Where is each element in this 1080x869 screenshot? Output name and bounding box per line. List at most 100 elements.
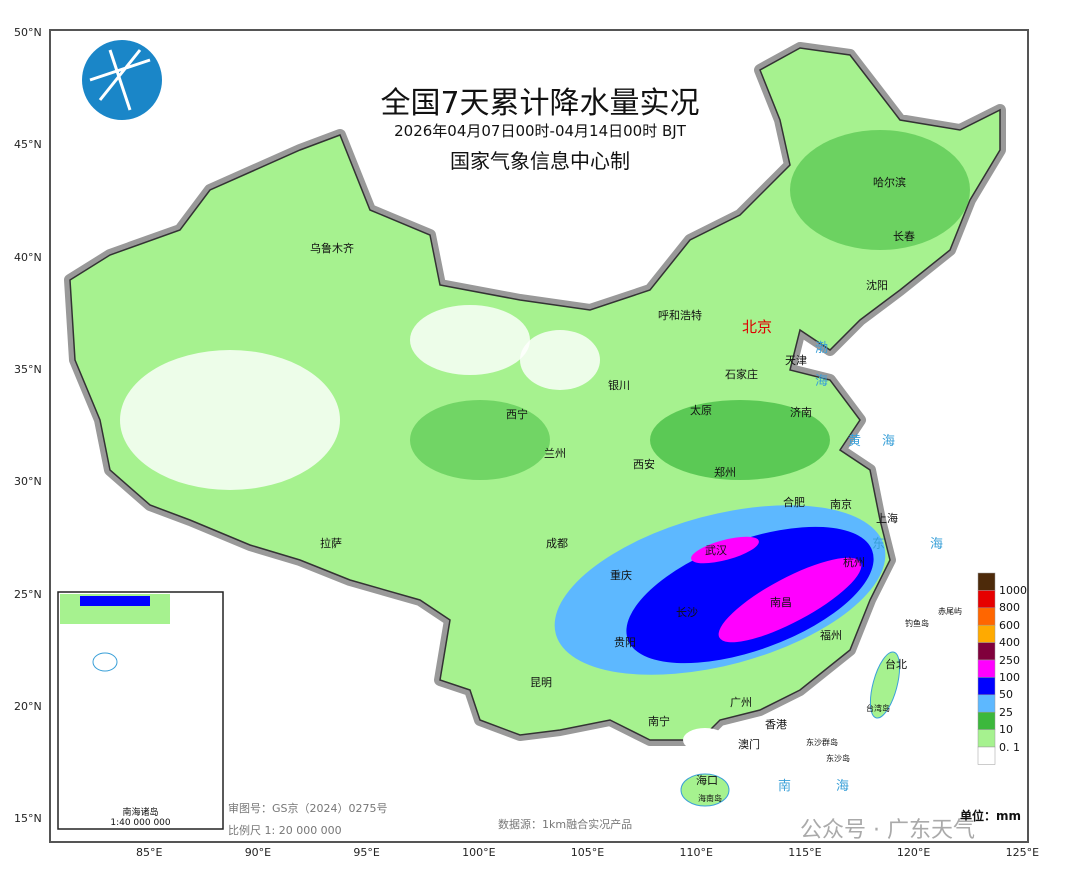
island-label: 台湾岛 bbox=[866, 704, 890, 713]
city-label: 合肥 bbox=[783, 496, 805, 509]
city-label: 乌鲁木齐 bbox=[310, 242, 354, 255]
city-label: 海口 bbox=[696, 774, 718, 787]
lon-tick-label: 90°E bbox=[244, 846, 272, 859]
lon-tick-label: 95°E bbox=[353, 846, 380, 859]
island-label: 东沙群岛 bbox=[806, 738, 838, 747]
city-label: 成都 bbox=[546, 537, 568, 550]
city-label: 重庆 bbox=[610, 569, 632, 582]
lon-tick-label: 100°E bbox=[462, 846, 496, 859]
city-label: 武汉 bbox=[705, 544, 727, 557]
lon-tick-label: 85°E bbox=[136, 846, 163, 859]
city-label: 济南 bbox=[790, 406, 812, 419]
lat-tick-label: 40°N bbox=[14, 250, 42, 264]
lon-tick-label: 110°E bbox=[679, 846, 713, 859]
sea-label: 海 bbox=[815, 374, 829, 389]
legend-label: 10 bbox=[999, 723, 1013, 737]
legend-label: 100 bbox=[999, 671, 1020, 684]
city-label: 福州 bbox=[820, 629, 842, 642]
map-title: 全国7天累计降水量实况 bbox=[380, 86, 700, 121]
sea-label: 海 bbox=[930, 537, 944, 552]
lon-tick-label: 120°E bbox=[896, 846, 931, 859]
watermark: 公众号 · 广东天气 bbox=[800, 818, 975, 843]
approval-number: 审图号：GS京（2024）0275号 bbox=[228, 802, 388, 815]
city-label: 银川 bbox=[608, 379, 630, 392]
city-label: 长春 bbox=[893, 230, 915, 243]
lat-tick-label: 25°N bbox=[14, 587, 42, 601]
sea-label: 海 bbox=[882, 434, 896, 449]
lon-tick-label: 125°E bbox=[1005, 846, 1040, 859]
city-label: 南昌 bbox=[770, 596, 792, 609]
city-label: 哈尔滨 bbox=[873, 176, 906, 189]
city-label: 郑州 bbox=[714, 466, 736, 479]
sea-label: 东 bbox=[872, 537, 886, 552]
city-label: 太原 bbox=[690, 404, 712, 417]
city-label: 石家庄 bbox=[725, 368, 758, 381]
legend-swatch bbox=[977, 677, 996, 696]
legend-swatch bbox=[977, 572, 996, 591]
legend-label: 1000 bbox=[999, 584, 1027, 597]
island-label: 海南岛 bbox=[698, 794, 722, 803]
lat-tick-label: 35°N bbox=[14, 362, 42, 376]
data-source: 数据源：1km融合实况产品 bbox=[498, 818, 633, 831]
lat-tick-label: 20°N bbox=[14, 699, 42, 713]
legend-swatch bbox=[977, 642, 996, 661]
lat-tick-label: 45°N bbox=[14, 138, 42, 152]
city-label: 兰州 bbox=[544, 447, 566, 460]
legend-label: 25 bbox=[999, 705, 1013, 719]
legend-swatch bbox=[977, 729, 996, 748]
sea-label: 海 bbox=[836, 779, 850, 794]
sea-label: 渤 bbox=[815, 341, 829, 356]
legend-swatch bbox=[977, 711, 996, 730]
lat-tick-label: 30°N bbox=[14, 475, 42, 489]
island-label: 东沙岛 bbox=[826, 754, 850, 763]
city-label: 北京 bbox=[742, 318, 773, 336]
lon-tick-label: 115°E bbox=[788, 846, 822, 859]
city-label: 昆明 bbox=[530, 676, 552, 689]
legend-swatch bbox=[977, 607, 996, 626]
city-label: 澳门 bbox=[738, 738, 760, 751]
city-label: 拉萨 bbox=[320, 537, 342, 550]
legend-swatch bbox=[977, 694, 996, 713]
city-label: 呼和浩特 bbox=[658, 309, 702, 322]
legend-label: 250 bbox=[999, 653, 1020, 667]
inset-map bbox=[57, 591, 224, 830]
island-label: 钓鱼岛 bbox=[905, 619, 929, 628]
lon-tick-label: 105°E bbox=[570, 846, 605, 859]
legend-label: 600 bbox=[999, 618, 1020, 632]
legend-label: 800 bbox=[999, 601, 1020, 615]
lat-tick-label: 15°N bbox=[14, 812, 42, 826]
city-label: 香港 bbox=[765, 718, 787, 731]
legend-label: 400 bbox=[999, 636, 1020, 650]
city-label: 长沙 bbox=[676, 606, 698, 619]
legend-label: 50 bbox=[999, 688, 1013, 702]
inset-scale: 1:40 000 000 bbox=[110, 818, 171, 828]
china-landmass bbox=[64, 42, 1006, 807]
legend-swatch bbox=[977, 590, 996, 609]
city-label: 沈阳 bbox=[866, 279, 888, 292]
scale-text: 比例尺 1: 20 000 000 bbox=[228, 824, 342, 837]
map-subtitle: 2026年04月07日00时-04月14日00时 BJT bbox=[394, 122, 686, 140]
city-label: 西宁 bbox=[506, 408, 528, 421]
island-label: 赤尾屿 bbox=[938, 607, 962, 616]
legend-swatch bbox=[977, 659, 996, 678]
logo bbox=[82, 40, 162, 120]
taiwan-island bbox=[869, 651, 901, 719]
legend-swatch bbox=[977, 624, 996, 643]
city-label: 上海 bbox=[876, 512, 898, 525]
city-label: 南宁 bbox=[648, 715, 670, 728]
city-label: 天津 bbox=[785, 354, 807, 367]
hainan-island bbox=[680, 773, 730, 807]
inset-title: 南海诸岛 bbox=[122, 808, 159, 818]
legend-unit: 单位：mm bbox=[960, 809, 1022, 823]
city-label: 广州 bbox=[730, 696, 752, 709]
issuer: 国家气象信息中心制 bbox=[450, 149, 630, 173]
city-label: 杭州 bbox=[843, 556, 865, 569]
legend-swatch bbox=[977, 746, 996, 765]
city-label: 贵阳 bbox=[614, 636, 636, 649]
lat-tick-label: 50°N bbox=[14, 26, 42, 39]
legend bbox=[977, 572, 996, 765]
sea-label: 南 bbox=[778, 779, 792, 794]
city-label: 南京 bbox=[830, 498, 852, 511]
sea-label: 黄 bbox=[848, 434, 862, 449]
